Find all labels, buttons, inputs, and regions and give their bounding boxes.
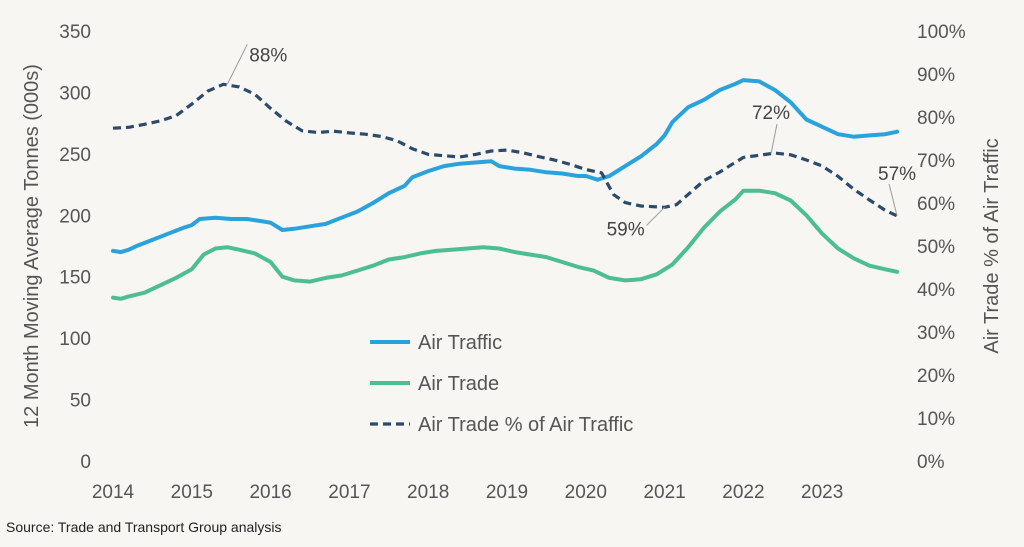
annotation-leader-line xyxy=(646,206,665,226)
y-right-tick-label: 40% xyxy=(917,280,955,301)
annotations: 88% 59% 72% 57% xyxy=(226,44,916,240)
x-tick-label: 2020 xyxy=(565,482,607,503)
legend-label-air-trade: Air Trade xyxy=(418,373,499,395)
x-tick-label: 2022 xyxy=(722,482,764,503)
y-left-tick-label: 350 xyxy=(59,22,91,43)
y-left-tick-label: 150 xyxy=(59,268,91,289)
y-left-tick-label: 50 xyxy=(70,391,91,412)
y-right-tick-label: 90% xyxy=(917,65,955,86)
y-left-tick-label: 200 xyxy=(59,206,91,227)
annotation-label: 59% xyxy=(607,219,645,240)
annotation-label: 72% xyxy=(752,103,790,124)
x-tick-label: 2021 xyxy=(643,482,685,503)
y-right-tick-label: 70% xyxy=(917,151,955,172)
y-right-tick-label: 80% xyxy=(917,108,955,129)
annotation-leader-line xyxy=(770,123,778,155)
chart: 0 50 100 150 200 250 300 350 0% 10% 20% 30% 40% 50% 6… xyxy=(21,22,1003,503)
source-note: Source: Trade and Transport Group analys… xyxy=(6,519,282,535)
y-left-tick-label: 0 xyxy=(80,452,91,473)
y-right-axis-title: Air Trade % of Air Traffic xyxy=(981,138,1003,353)
annotation-leader-line xyxy=(226,44,248,85)
series-line-air-trade xyxy=(111,188,900,301)
x-axis-ticks: 2014 2015 2016 2017 2018 2019 2020 2021 2022 2023 xyxy=(92,482,843,503)
series-line-air-traffic xyxy=(111,78,900,255)
x-tick-label: 2017 xyxy=(328,482,370,503)
y-left-axis-ticks: 0 50 100 150 200 250 300 350 xyxy=(59,22,91,473)
x-tick-label: 2023 xyxy=(801,482,843,503)
y-left-axis-title: 12 Month Moving Average Tonnes (000s) xyxy=(21,64,43,428)
y-right-axis-ticks: 0% 10% 20% 30% 40% 50% 60% 70% 80% 90% 100% xyxy=(917,22,966,473)
y-left-tick-label: 250 xyxy=(59,145,91,166)
legend: Air Traffic Air Trade Air Trade % of Air… xyxy=(370,332,633,436)
x-tick-label: 2018 xyxy=(407,482,449,503)
y-right-tick-label: 10% xyxy=(917,409,955,430)
x-tick-label: 2014 xyxy=(92,482,135,503)
series-lines xyxy=(111,78,900,301)
legend-background xyxy=(360,322,670,448)
y-left-tick-label: 100 xyxy=(59,329,91,350)
y-right-tick-label: 100% xyxy=(917,22,966,43)
series-line-air-trade-pct xyxy=(112,82,898,218)
y-right-tick-label: 20% xyxy=(917,366,955,387)
annotation-label: 88% xyxy=(249,45,287,66)
legend-label-air-traffic: Air Traffic xyxy=(418,332,502,354)
x-tick-label: 2019 xyxy=(486,482,528,503)
x-tick-label: 2015 xyxy=(171,482,213,503)
legend-label-air-trade-pct: Air Trade % of Air Traffic xyxy=(418,414,633,436)
x-tick-label: 2016 xyxy=(249,482,291,503)
annotation-leader-line xyxy=(888,183,898,217)
y-right-tick-label: 0% xyxy=(917,452,945,473)
y-left-tick-label: 300 xyxy=(59,83,91,104)
y-right-tick-label: 50% xyxy=(917,237,955,258)
annotation-label: 57% xyxy=(878,164,916,185)
y-right-tick-label: 60% xyxy=(917,194,955,215)
y-right-tick-label: 30% xyxy=(917,323,955,344)
